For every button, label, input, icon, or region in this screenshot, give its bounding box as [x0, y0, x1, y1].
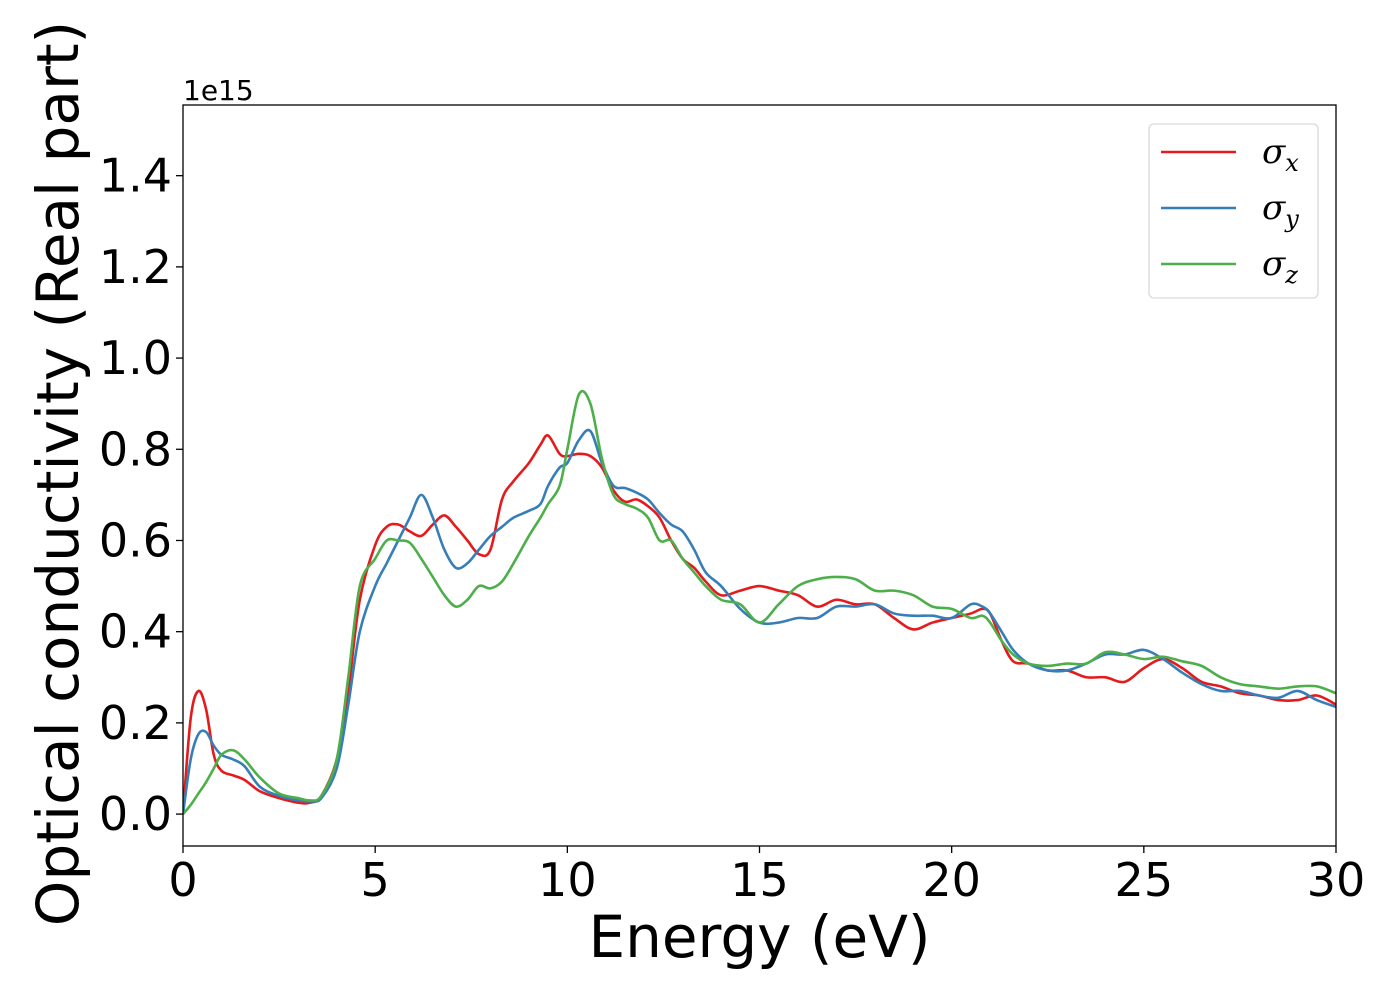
y-axis-label: Optical conductivity (Real part) [24, 21, 92, 926]
x-tick-label: 10 [538, 853, 597, 907]
y-tick-label: 1.4 [99, 149, 172, 203]
y-tick-label: 0.4 [99, 605, 172, 659]
y-tick-label: 0.6 [99, 513, 172, 567]
legend: σx σy σz [1148, 123, 1319, 299]
series-layer [183, 389, 1336, 815]
x-tick-label: 5 [361, 853, 390, 907]
y-tick-label: 0.0 [99, 787, 172, 841]
series-line-z [183, 389, 1336, 815]
x-axis-ticks: 0 5 10 15 20 25 30 [168, 846, 1365, 907]
x-tick-label: 30 [1307, 853, 1366, 907]
x-axis-label: Energy (eV) [588, 903, 930, 971]
y-axis-ticks: 0.0 0.2 0.4 0.6 0.8 1.0 1.2 1.4 [99, 149, 183, 841]
x-tick-label: 15 [730, 853, 789, 907]
legend-label-x: σx [1262, 132, 1299, 177]
legend-label-y: σy [1262, 188, 1299, 233]
y-tick-label: 1.0 [99, 331, 172, 385]
series-line-x [183, 434, 1336, 815]
y-tick-label: 1.2 [99, 240, 172, 294]
y-tick-label: 0.2 [99, 696, 172, 750]
legend-box [1148, 123, 1319, 299]
x-tick-label: 20 [922, 853, 981, 907]
legend-label-z: σz [1262, 244, 1298, 289]
y-tick-label: 0.8 [99, 422, 172, 476]
x-tick-label: 0 [168, 853, 197, 907]
y-offset-label: 1e15 [183, 74, 254, 107]
x-tick-label: 25 [1115, 853, 1174, 907]
series-line-y [183, 428, 1336, 815]
